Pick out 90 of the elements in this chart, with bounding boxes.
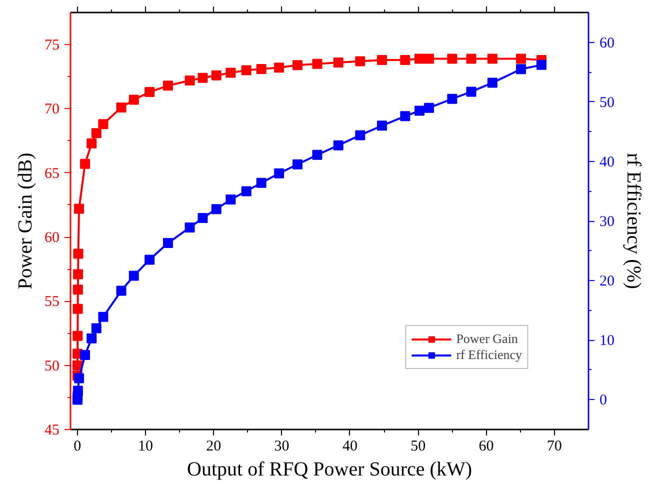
x-tick-label: 30 bbox=[274, 438, 290, 454]
point bbox=[98, 119, 108, 130]
point bbox=[333, 58, 344, 68]
legend-label: rf Efficiency bbox=[456, 347, 522, 363]
x-tick-label: 0 bbox=[74, 438, 82, 454]
point bbox=[98, 312, 108, 322]
x-tick-label: 10 bbox=[138, 438, 153, 454]
point bbox=[74, 204, 84, 214]
point bbox=[516, 64, 526, 74]
point bbox=[274, 62, 284, 73]
legend-label: Power Gain bbox=[456, 331, 518, 347]
point bbox=[184, 222, 195, 233]
y-tick-label: 55 bbox=[44, 294, 60, 310]
point bbox=[91, 323, 102, 334]
point bbox=[162, 80, 173, 91]
point bbox=[86, 333, 97, 344]
y-tick-label: 60 bbox=[44, 230, 60, 246]
point bbox=[184, 76, 195, 86]
point bbox=[312, 150, 322, 160]
point bbox=[198, 213, 208, 224]
point bbox=[128, 94, 139, 105]
point bbox=[516, 54, 526, 64]
point bbox=[226, 194, 236, 205]
y2-axis-title: rf Efficiency (%) bbox=[622, 152, 644, 290]
y2-tick-label: 20 bbox=[600, 274, 614, 290]
point bbox=[91, 128, 102, 138]
point bbox=[376, 54, 387, 65]
point bbox=[414, 106, 424, 116]
point bbox=[424, 54, 434, 64]
x-tick-label: 70 bbox=[546, 438, 562, 454]
point bbox=[211, 204, 222, 214]
y-tick-label: 45 bbox=[44, 422, 60, 438]
point bbox=[80, 350, 90, 360]
point bbox=[116, 102, 126, 112]
point bbox=[241, 186, 252, 196]
y-axis-title: Power Gain (dB) bbox=[14, 152, 36, 290]
y2-tick-label: 60 bbox=[600, 35, 614, 52]
point bbox=[72, 386, 83, 396]
point bbox=[466, 86, 476, 97]
point bbox=[256, 178, 266, 188]
y-tick-label: 70 bbox=[44, 102, 60, 118]
point bbox=[162, 238, 173, 248]
point bbox=[86, 138, 97, 148]
point bbox=[292, 159, 302, 170]
x-tick-label: 40 bbox=[342, 438, 358, 454]
y-tick-label: 65 bbox=[44, 166, 60, 182]
x-tick-label: 60 bbox=[478, 438, 494, 454]
point bbox=[74, 373, 84, 384]
point bbox=[447, 94, 458, 104]
point bbox=[72, 330, 83, 341]
y2-tick-label: 10 bbox=[600, 333, 614, 350]
point bbox=[256, 64, 266, 74]
point bbox=[73, 269, 84, 280]
point bbox=[144, 87, 155, 98]
point bbox=[333, 140, 344, 150]
point bbox=[400, 111, 410, 122]
point bbox=[487, 54, 498, 64]
point bbox=[414, 54, 424, 64]
y2-tick-label: 50 bbox=[600, 94, 614, 111]
x-tick-label: 50 bbox=[410, 438, 426, 454]
point bbox=[198, 72, 208, 83]
point bbox=[80, 158, 90, 169]
point bbox=[292, 60, 302, 70]
x-tick-label: 20 bbox=[206, 438, 222, 454]
point bbox=[400, 54, 410, 65]
point bbox=[72, 284, 83, 295]
point bbox=[241, 65, 252, 76]
point bbox=[466, 54, 476, 64]
point bbox=[73, 248, 84, 259]
point bbox=[487, 78, 498, 88]
point bbox=[274, 168, 284, 178]
point bbox=[128, 270, 139, 281]
point bbox=[355, 56, 366, 66]
point bbox=[312, 58, 322, 69]
y-tick-label: 50 bbox=[44, 358, 60, 374]
x-axis-title: Output of RFQ Power Source (kW) bbox=[187, 458, 472, 480]
point bbox=[447, 54, 458, 64]
point bbox=[355, 130, 366, 140]
point bbox=[424, 102, 434, 113]
point bbox=[226, 68, 236, 78]
y2-tick-label: 0 bbox=[600, 392, 607, 409]
y2-tick-label: 30 bbox=[600, 214, 614, 230]
y-tick-label: 75 bbox=[44, 38, 60, 54]
point bbox=[116, 286, 126, 296]
point bbox=[536, 60, 546, 70]
point bbox=[144, 254, 155, 265]
point bbox=[72, 304, 83, 314]
point bbox=[376, 120, 387, 131]
point bbox=[211, 70, 222, 80]
y2-tick-label: 40 bbox=[600, 154, 614, 170]
